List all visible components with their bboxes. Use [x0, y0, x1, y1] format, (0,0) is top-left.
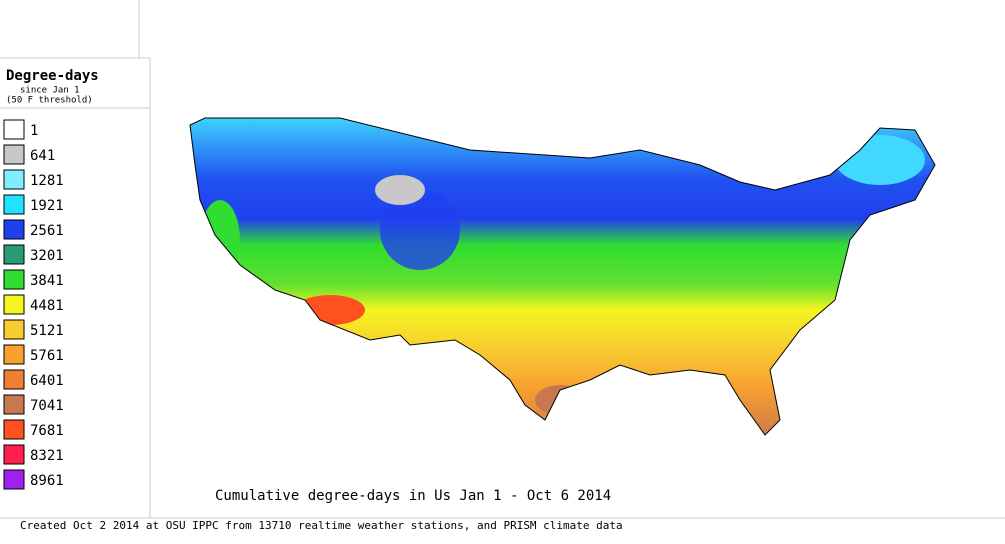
legend-swatch: [3, 194, 25, 215]
legend-label: 6401: [30, 373, 64, 389]
temperature-field: [190, 118, 935, 435]
region-blob: [200, 200, 240, 280]
us-map: [190, 118, 935, 435]
legend-label: 641: [30, 148, 55, 164]
legend-label: 2561: [30, 223, 64, 239]
legend-label: 1921: [30, 198, 64, 214]
legend-swatch: [3, 244, 25, 265]
region-blob: [295, 295, 365, 325]
legend-label: 8321: [30, 448, 64, 464]
legend-swatch: [3, 269, 25, 290]
legend-swatch: [3, 219, 25, 240]
legend-swatch: [3, 169, 25, 190]
legend-swatch: [3, 319, 25, 340]
legend-swatch: [3, 119, 25, 140]
legend-label: 7681: [30, 423, 64, 439]
map-title: Cumulative degree-days in Us Jan 1 - Oct…: [215, 488, 611, 504]
legend-label: 3201: [30, 248, 64, 264]
legend-swatch: [3, 394, 25, 415]
legend-label: 5761: [30, 348, 64, 364]
legend-label: 1281: [30, 173, 64, 189]
legend-label: 8961: [30, 473, 64, 489]
legend-label: 4481: [30, 298, 64, 314]
legend-swatch: [3, 469, 25, 490]
legend-label: 7041: [30, 398, 64, 414]
us-outline: [189, 117, 936, 436]
legend-swatch: [3, 344, 25, 365]
legend-subtitle: since Jan 1: [20, 86, 80, 96]
legend-swatch: [3, 294, 25, 315]
legend-label: 3841: [30, 273, 64, 289]
legend-title: Degree-days: [6, 68, 99, 84]
legend-swatch: [3, 369, 25, 390]
legend-label: 1: [30, 123, 38, 139]
region-blob: [380, 190, 460, 270]
footer: Created Oct 2 2014 at OSU IPPC from 1371…: [20, 519, 623, 532]
legend-label: 5121: [30, 323, 64, 339]
legend-swatch: [3, 419, 25, 440]
legend-swatch: [3, 444, 25, 465]
legend-swatch: [3, 144, 25, 165]
region-blob: [375, 175, 425, 205]
legend-threshold: (50 F threshold): [6, 96, 93, 106]
